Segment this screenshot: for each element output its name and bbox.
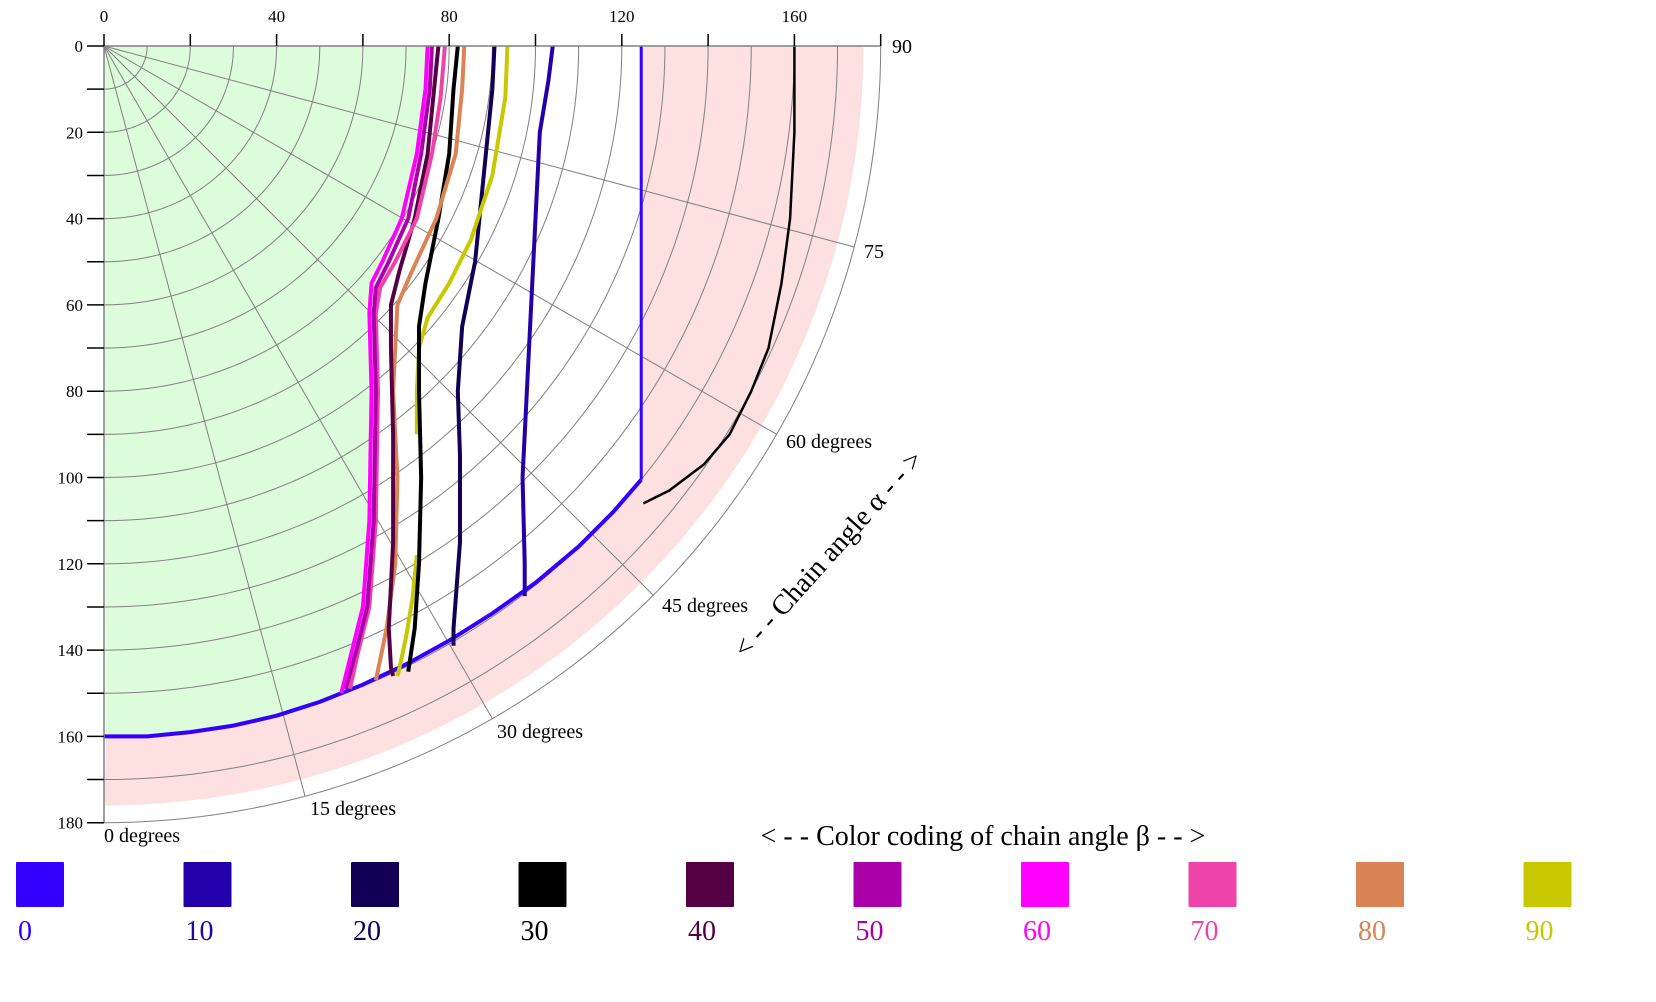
angle-label-45: 45 degrees [662, 595, 748, 617]
legend-label-90: 90 [1526, 916, 1554, 947]
legend-title: < - - Color coding of chain angle β - - … [761, 821, 1206, 852]
alpha-axis-label: < - - Chain angle α - - > [728, 445, 930, 664]
series-line-beta-20-4 [451, 45, 497, 646]
x-tick-label-120: 120 [609, 7, 635, 26]
series-line-beta-70-10 [348, 45, 447, 690]
axes-layer [87, 34, 882, 824]
x-tick-label-160: 160 [782, 7, 808, 26]
y-tick-label-0: 0 [75, 37, 84, 56]
x-tick-label-80: 80 [441, 7, 458, 26]
series-line-beta-30-2 [642, 46, 796, 505]
legend-swatch-30 [518, 862, 567, 907]
legend-label-10: 10 [186, 916, 214, 947]
series-line-beta-40-9 [386, 45, 441, 677]
legend-swatch-20 [351, 862, 399, 907]
legend-label-30: 30 [521, 916, 549, 947]
pink-zone [104, 46, 864, 806]
y-tick-label-40: 40 [66, 210, 83, 229]
legend-label-70: 70 [1191, 916, 1219, 947]
legend: 0 10 20 30 40 50 60 70 80 90 [16, 862, 1572, 947]
alpha-axis-label-text: < - - Chain angle α - - > [728, 445, 930, 664]
legend-swatch-70 [1188, 862, 1237, 907]
angle-label-90: 90 [892, 36, 912, 58]
legend-swatch-0 [16, 862, 64, 907]
series-line-beta-60-12 [339, 45, 430, 694]
legend-label-50: 50 [856, 916, 884, 947]
grid-radial-75 [103, 45, 855, 248]
x-tick-label-40: 40 [268, 7, 285, 26]
legend-swatch-50 [853, 862, 902, 907]
legend-swatch-60 [1021, 862, 1069, 907]
y-tick-label-160: 160 [58, 727, 84, 746]
y-tick-label-140: 140 [58, 641, 84, 660]
y-tick-label-100: 100 [58, 469, 84, 488]
series-layer [104, 45, 796, 739]
series-line-beta-80-8 [373, 45, 467, 681]
series-line-beta-0-0 [104, 478, 643, 739]
y-tick-label-120: 120 [58, 555, 84, 574]
regions-layer [104, 46, 864, 806]
legend-label-60: 60 [1023, 916, 1051, 947]
green-zone [104, 46, 428, 737]
legend-swatch-10 [183, 862, 232, 907]
angle-label-60: 60 degrees [786, 431, 872, 453]
angle-label-30: 30 degrees [497, 721, 583, 743]
y-tick-label-20: 20 [66, 123, 83, 142]
legend-label-80: 80 [1358, 916, 1386, 947]
x-tick-label-0: 0 [100, 7, 109, 26]
angle-label-75: 75 [864, 241, 884, 263]
series-line-beta-10-3 [520, 45, 555, 597]
grid-radial-15 [103, 45, 306, 797]
y-tick-label-180: 180 [58, 814, 84, 833]
legend-swatch-80 [1356, 862, 1404, 907]
series-line-beta-90-6 [395, 554, 419, 677]
angle-label-15: 15 degrees [310, 798, 396, 820]
legend-label-0: 0 [18, 916, 32, 947]
labels-layer: 0 40 80 120 160 0 20 40 60 80 100 120 140 160 180 0 deg… [58, 7, 913, 847]
grid-radial-45 [103, 45, 654, 596]
legend-swatch-90 [1523, 862, 1572, 907]
y-tick-label-80: 80 [66, 382, 83, 401]
series-line-beta-50-11 [343, 45, 434, 690]
legend-label-20: 20 [353, 916, 381, 947]
angle-label-0: 0 degrees [104, 825, 180, 847]
grid-radial-60 [103, 45, 777, 435]
series-line-beta-30-7 [406, 45, 460, 672]
grid-radial-30 [103, 45, 493, 719]
grid-arc-r180 [103, 45, 882, 824]
legend-label-40: 40 [688, 916, 716, 947]
y-tick-label-60: 60 [66, 296, 83, 315]
legend-swatch-40 [686, 862, 734, 907]
